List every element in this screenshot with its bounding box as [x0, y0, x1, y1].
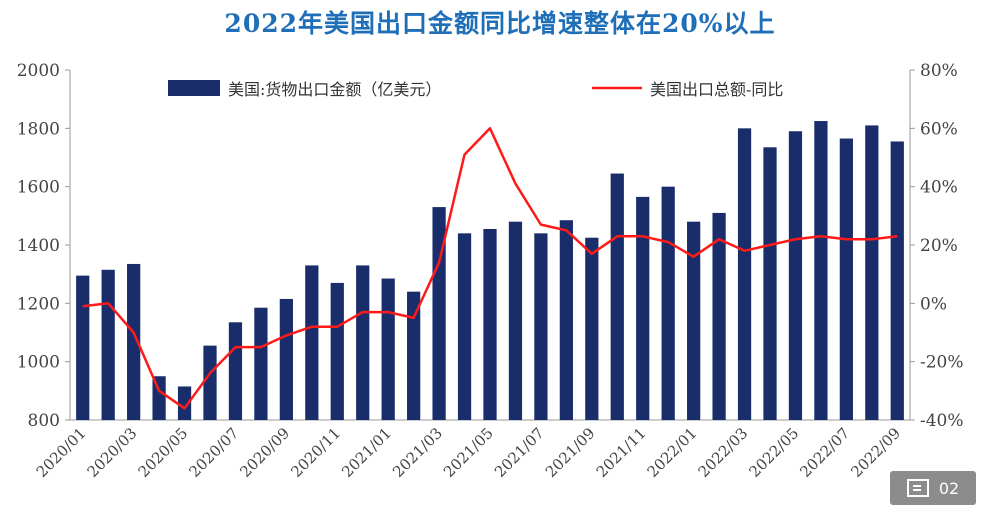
bar	[534, 233, 548, 420]
x-tick-label: 2020/01	[33, 424, 90, 481]
bar	[457, 233, 472, 420]
bar	[254, 307, 268, 420]
y-left-tick-label: 1200	[17, 294, 60, 314]
bar	[330, 282, 344, 420]
x-tick-label: 2021/05	[440, 424, 497, 481]
x-tick-label: 2022/01	[644, 424, 701, 481]
x-tick-label: 2022/03	[695, 424, 752, 481]
bar	[381, 278, 395, 420]
y-right-tick-label: 40%	[920, 178, 958, 198]
y-right-tick-label: 60%	[920, 119, 958, 139]
y-right-tick-label: -20%	[920, 353, 964, 373]
x-tick-label: 2020/07	[185, 424, 242, 481]
bar	[177, 386, 192, 420]
y-left-tick-label: 1400	[17, 236, 60, 256]
badge-label: 02	[938, 478, 960, 498]
legend-swatch-bar	[168, 80, 220, 96]
bar	[203, 345, 217, 420]
bar	[152, 376, 166, 420]
bar	[712, 212, 726, 420]
legend-label-line: 美国出口总额-同比	[650, 80, 783, 99]
line-series	[82, 127, 898, 410]
legend-label-bar: 美国:货物出口金额（亿美元）	[228, 80, 441, 99]
y-right-tick-label: -40%	[920, 411, 964, 431]
page-badge[interactable]: 02	[890, 471, 976, 505]
y-left-tick-label: 1000	[17, 353, 60, 373]
y-left-tick-label: 800	[28, 411, 60, 431]
y-left-tick-label: 1600	[17, 178, 60, 198]
bar	[865, 125, 879, 421]
y-right-tick-label: 0%	[920, 294, 947, 314]
y-left-tick-label: 2000	[17, 61, 60, 81]
x-tick-label: 2020/09	[236, 424, 293, 481]
bar	[76, 275, 90, 420]
bar	[279, 298, 293, 420]
bar	[305, 265, 319, 420]
x-tick-label: 2021/03	[389, 424, 446, 481]
bar	[610, 173, 624, 420]
x-tick-label: 2021/11	[593, 424, 650, 481]
x-tick-label: 2022/07	[796, 424, 853, 481]
bar	[101, 269, 115, 420]
bar	[432, 207, 446, 420]
bar	[814, 121, 828, 421]
y-right-tick-label: 20%	[920, 236, 958, 256]
x-tick-label: 2020/03	[84, 424, 141, 481]
bar	[407, 291, 421, 420]
slides-icon	[906, 479, 929, 497]
x-tick-label: 2021/01	[338, 424, 395, 481]
x-tick-label: 2021/07	[491, 424, 548, 481]
y-right-tick-label: 80%	[920, 61, 958, 81]
chart-title: 2022年美国出口金额同比增速整体在20%以上	[224, 9, 776, 38]
bar	[737, 128, 752, 421]
bar	[127, 263, 141, 420]
bar	[687, 221, 701, 420]
bar	[763, 147, 777, 420]
x-tick-label: 2021/09	[542, 424, 599, 481]
x-tick-label: 2022/05	[745, 424, 802, 481]
legend: 美国:货物出口金额（亿美元） 美国出口总额-同比	[168, 80, 783, 99]
bar	[228, 322, 243, 420]
bar	[661, 186, 675, 420]
bar	[585, 237, 599, 420]
bar	[559, 220, 573, 420]
bar-series	[76, 121, 904, 421]
bar	[839, 138, 853, 420]
bar	[636, 196, 650, 420]
y-left-tick-label: 1800	[17, 119, 60, 139]
bar	[890, 141, 904, 421]
bar	[788, 131, 803, 420]
x-tick-label: 2020/11	[287, 424, 344, 481]
bar	[483, 228, 497, 420]
bar	[508, 221, 523, 420]
bar	[356, 265, 370, 420]
x-tick-label: 2020/05	[135, 424, 192, 481]
